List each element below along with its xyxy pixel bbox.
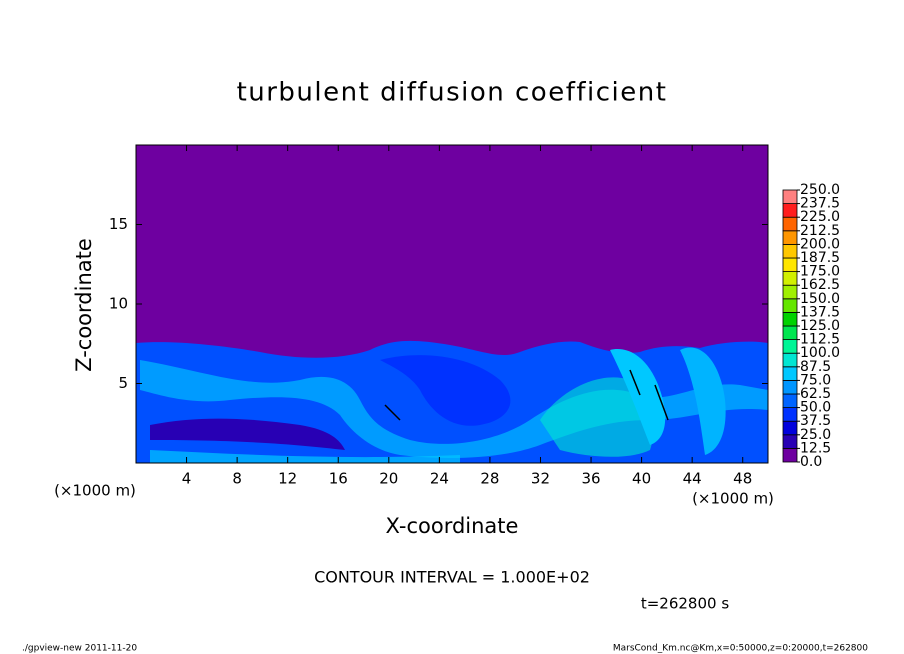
colorbar-label: 150.0: [800, 291, 840, 307]
colorbar-label: 87.5: [800, 359, 831, 375]
colorbar-label: 250.0: [800, 182, 840, 198]
colorbar-label: 12.5: [800, 440, 831, 456]
colorbar-box: [782, 420, 798, 436]
x-tick-label: 48: [733, 470, 752, 488]
colorbar-box: [782, 366, 798, 381]
y-tick-label: 5: [118, 374, 128, 392]
footer-left: ./gpview-new 2011-11-20: [22, 644, 137, 654]
colorbar-box: [782, 407, 798, 422]
colorbar-box: [782, 284, 798, 300]
x-tick-label: 8: [232, 470, 242, 488]
colorbar-box: [782, 339, 798, 354]
colorbar-box: [782, 379, 798, 395]
colorbar-label: 187.5: [800, 250, 840, 266]
x-tick-label: 24: [430, 470, 449, 488]
colorbar-label: 175.0: [800, 264, 840, 280]
colorbar-box: [782, 243, 798, 259]
field-region: [150, 450, 460, 463]
x-tick-label: 36: [581, 470, 600, 488]
colorbar-box: [782, 352, 798, 368]
y-unit: (×1000 m): [54, 482, 136, 500]
x-tick-label: 20: [379, 470, 398, 488]
footer-right: MarsCond_Km.nc@Km,x=0:50000,z=0:20000,t=…: [613, 644, 868, 654]
x-tick-label: 40: [632, 470, 651, 488]
colorbar-box: [782, 434, 798, 449]
contour-line: [384, 369, 669, 421]
field-region: [610, 349, 666, 445]
colorbar-box: [782, 311, 798, 327]
field-region: [140, 360, 768, 458]
x-axis-title: X-coordinate: [386, 514, 519, 538]
colorbar-box: [782, 325, 798, 341]
colorbar-label: 25.0: [800, 427, 831, 443]
colorbar-label: 100.0: [800, 345, 840, 361]
y-tick-label: 15: [109, 215, 128, 233]
x-tick-label: 32: [531, 470, 550, 488]
colorbar-label: 50.0: [800, 400, 831, 416]
colorbar-label: 225.0: [800, 209, 840, 225]
colorbar-label: 200.0: [800, 236, 840, 252]
colorbar-label: 112.5: [800, 332, 840, 348]
x-tick-label: 28: [480, 470, 499, 488]
field-region: [680, 347, 726, 455]
colorbar-box: [782, 203, 798, 218]
field-region: [150, 418, 345, 450]
contour-interval: CONTOUR INTERVAL = 1.000E+02: [314, 568, 590, 587]
colorbar-label: 162.5: [800, 277, 840, 293]
colorbar-label: 237.5: [800, 196, 840, 212]
field: [136, 145, 768, 463]
colorbar-box: [782, 230, 798, 245]
colorbar-box: [782, 257, 798, 273]
colorbar-label: 137.5: [800, 304, 840, 320]
chart-title: turbulent diffusion coefficient: [237, 78, 668, 108]
x-tick-label: 12: [278, 470, 297, 488]
colorbar-box: [782, 298, 798, 313]
colorbar-label: 37.5: [800, 413, 831, 429]
x-tick-label: 4: [182, 470, 192, 488]
colorbar-label: 212.5: [800, 223, 840, 239]
colorbar-label: 0.0: [800, 454, 822, 470]
colorbar-box: [782, 189, 798, 205]
colorbar-box: [782, 271, 798, 286]
field-region: [540, 377, 654, 457]
y-tick-label: 10: [109, 295, 128, 313]
colorbar-label: 62.5: [800, 386, 831, 402]
x-tick-label: 16: [329, 470, 348, 488]
y-axis-title: Z-coordinate: [72, 238, 96, 372]
colorbar-label: 125.0: [800, 318, 840, 334]
x-unit: (×1000 m): [692, 490, 774, 508]
colorbar-box: [782, 447, 798, 463]
colorbar-label: 75.0: [800, 372, 831, 388]
colorbar-box: [782, 393, 798, 409]
colorbar-box: [782, 216, 798, 232]
field-region: [380, 355, 511, 426]
x-tick-label: 44: [683, 470, 702, 488]
time-label: t=262800 s: [641, 595, 729, 613]
